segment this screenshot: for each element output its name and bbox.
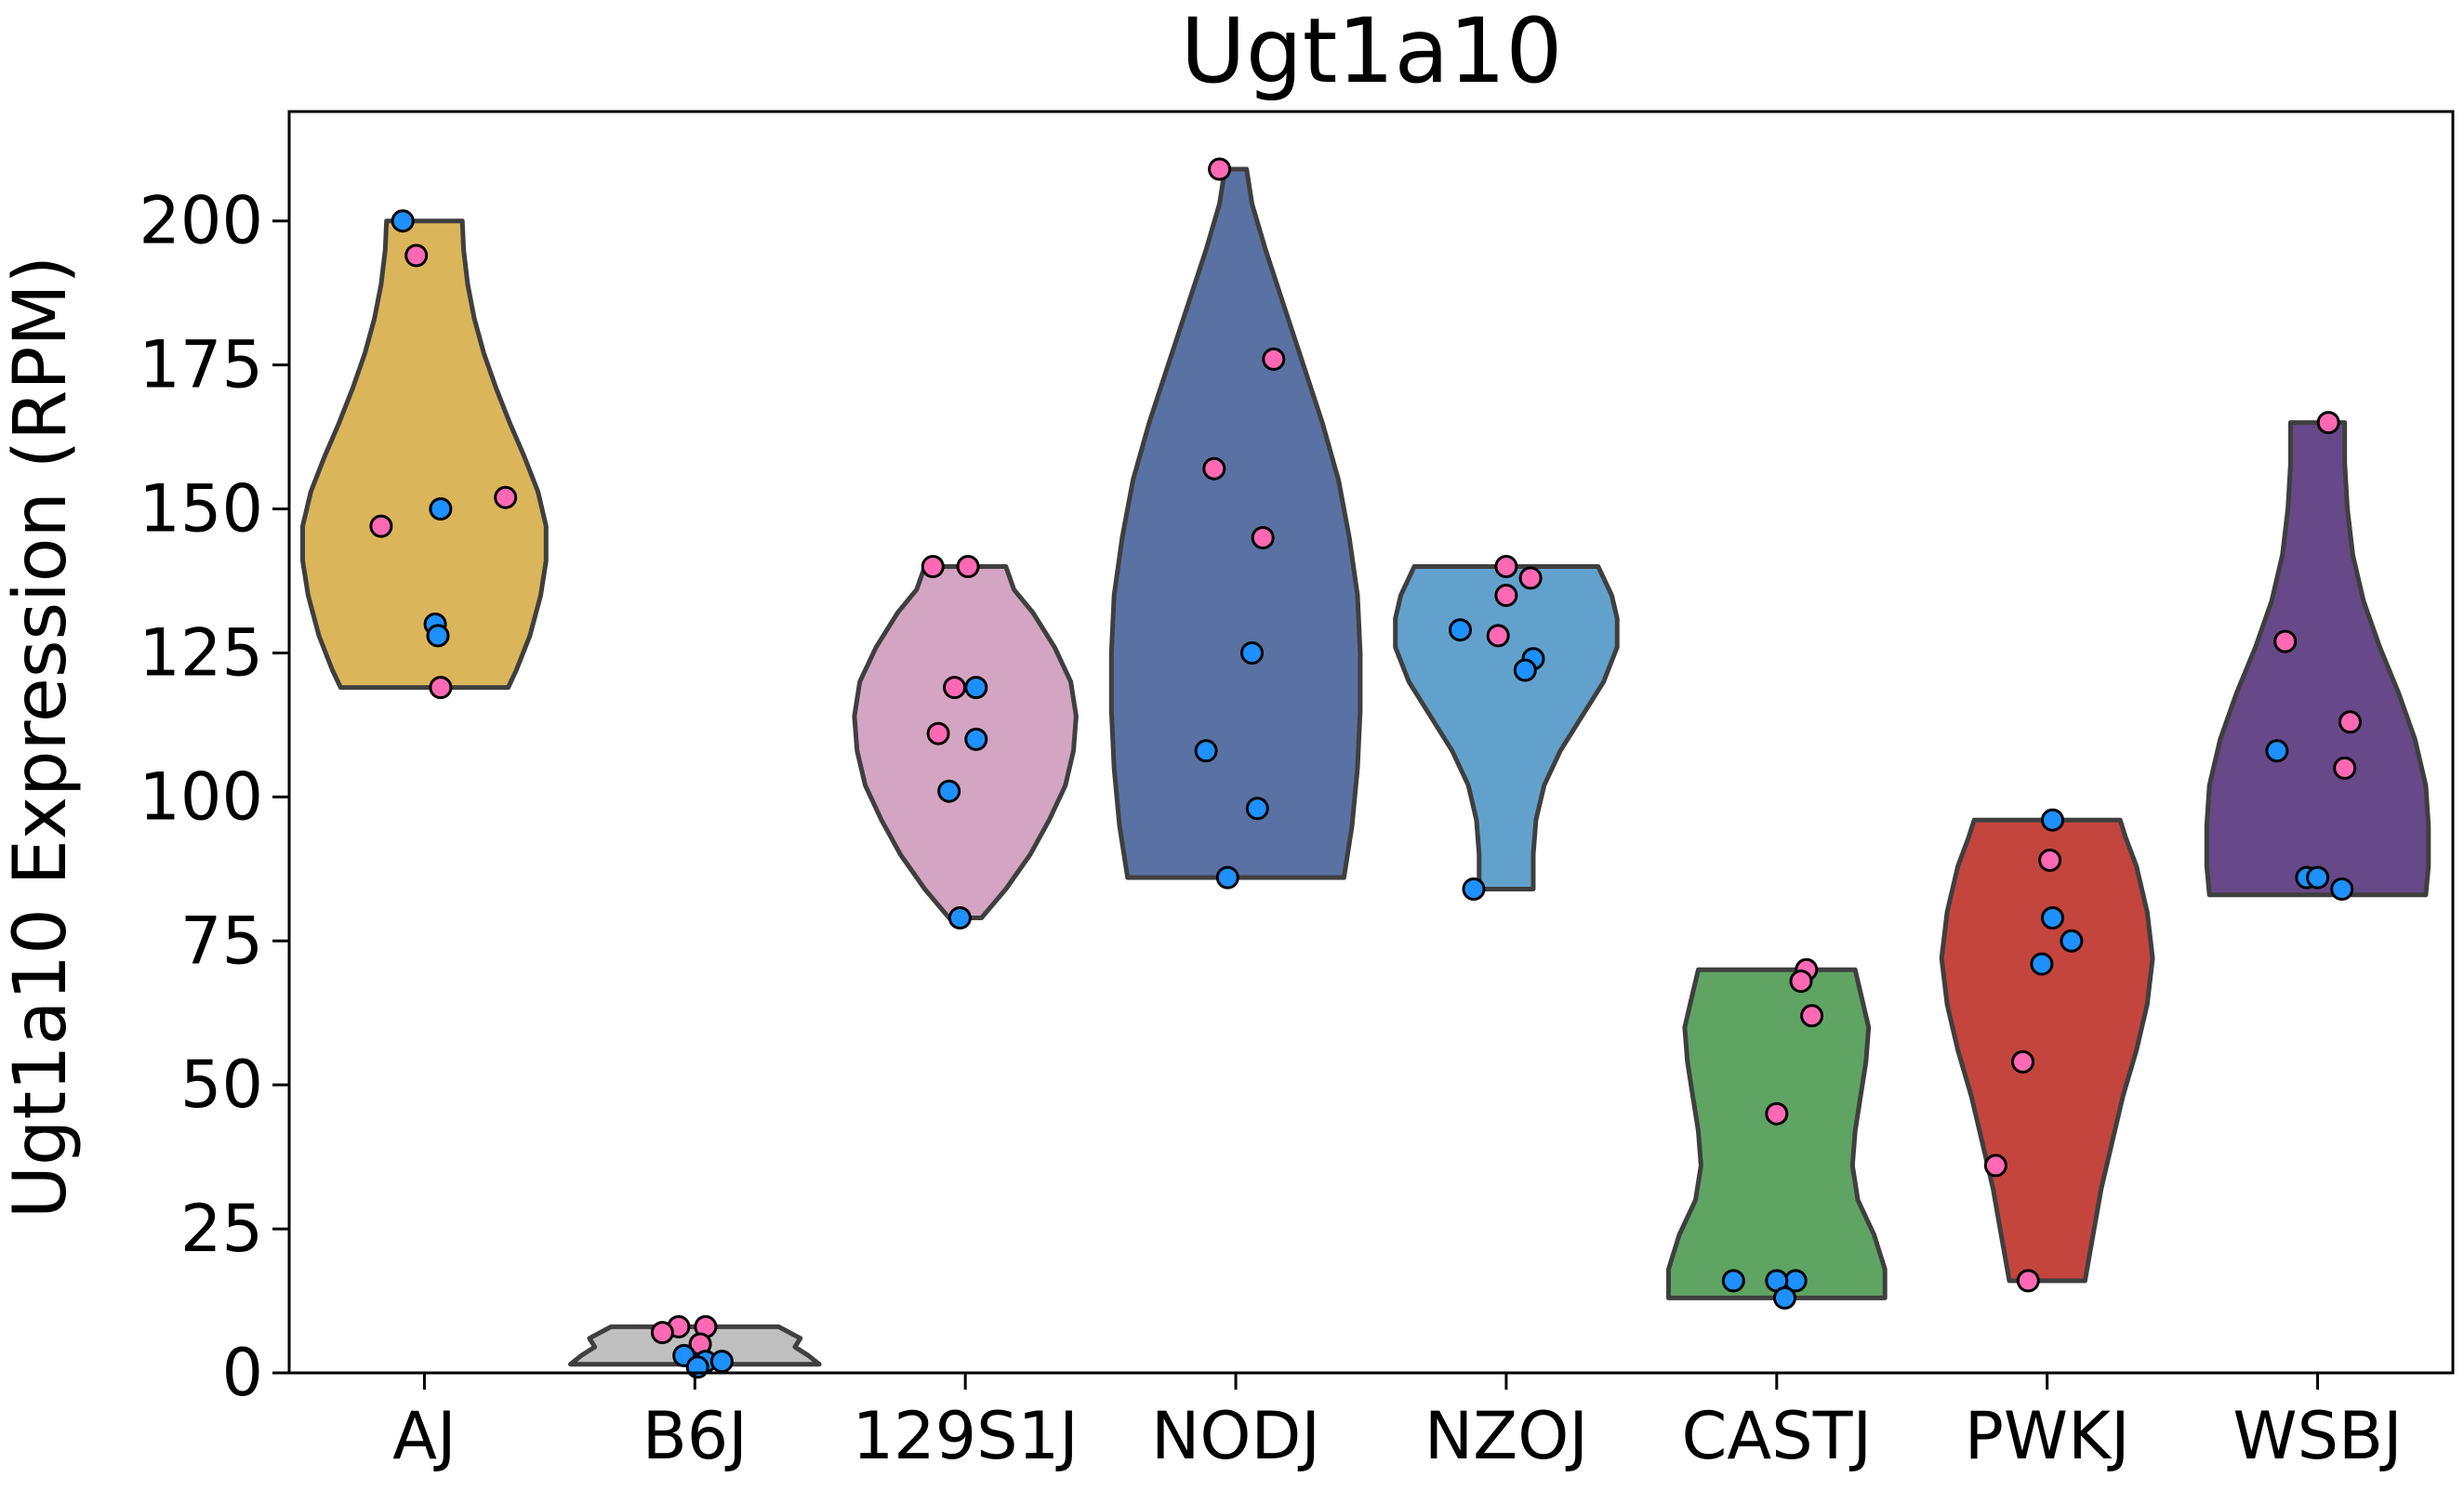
data-point-NODJ <box>1194 739 1218 763</box>
data-point-WSBJ <box>2330 877 2354 901</box>
violin-NZOJ <box>1393 564 1620 891</box>
x-axis: AJ B6J 129S1J NODJ NZOJ CASTJ PWKJ WSBJ <box>392 1373 2403 1474</box>
violin-NODJ <box>1108 166 1363 880</box>
data-point-AJ <box>429 497 453 521</box>
data-point-NZOJ <box>1462 877 1486 901</box>
y-tick-label: 0 <box>221 1335 263 1411</box>
violin-AJ <box>300 218 549 691</box>
data-point-NZOJ <box>1494 584 1518 607</box>
x-tick-label: CASTJ <box>1682 1398 1873 1474</box>
data-point-CASTJ <box>1789 969 1813 994</box>
data-point-NODJ <box>1245 797 1269 821</box>
data-point-WSBJ <box>2316 411 2340 435</box>
data-point-NZOJ <box>1449 618 1472 642</box>
y-tick-label: 100 <box>139 758 263 835</box>
data-point-PWKJ <box>2038 849 2062 872</box>
y-tick-label: 150 <box>139 471 263 547</box>
data-point-129S1J <box>926 721 950 745</box>
data-point-WSBJ <box>2265 739 2289 763</box>
data-point-AJ <box>426 624 450 648</box>
data-point-NODJ <box>1215 865 1239 890</box>
data-point-129S1J <box>943 676 967 700</box>
y-tick-label: 175 <box>139 327 263 403</box>
data-point-129S1J <box>964 727 988 751</box>
data-point-PWKJ <box>2011 1049 2034 1074</box>
y-axis-label: Ugt1a10 Expression (RPM) <box>0 256 83 1219</box>
data-point-B6J <box>650 1321 674 1345</box>
x-tick-label: AJ <box>392 1398 457 1474</box>
data-point-NODJ <box>1208 157 1232 181</box>
y-tick-label: 75 <box>180 903 263 979</box>
data-point-CASTJ <box>1765 1101 1789 1126</box>
chart-title: Ugt1a10 <box>1181 0 1563 103</box>
data-point-AJ <box>391 209 415 233</box>
y-tick-label: 125 <box>139 614 263 691</box>
data-point-NZOJ <box>1486 624 1510 648</box>
x-tick-label: PWKJ <box>1965 1398 2130 1474</box>
data-point-NODJ <box>1251 526 1275 549</box>
data-point-129S1J <box>937 779 961 803</box>
x-tick-label: NODJ <box>1151 1398 1320 1474</box>
data-point-PWKJ <box>2016 1269 2040 1293</box>
plot-frame <box>287 110 2455 1375</box>
violin-CASTJ <box>1666 967 1888 1300</box>
data-point-PWKJ <box>2041 906 2064 930</box>
data-point-129S1J <box>947 906 972 930</box>
data-point-NZOJ <box>1494 555 1518 578</box>
data-point-WSBJ <box>2273 629 2298 653</box>
data-point-NODJ <box>1240 641 1264 665</box>
x-tick-label: B6J <box>642 1398 748 1474</box>
data-point-CASTJ <box>1800 1004 1824 1028</box>
data-point-WSBJ <box>2338 710 2362 734</box>
data-point-NZOJ <box>1513 658 1537 682</box>
y-tick-label: 25 <box>180 1191 263 1267</box>
data-point-WSBJ <box>2333 756 2357 780</box>
plot-area <box>300 157 2431 1379</box>
data-point-WSBJ <box>2306 865 2330 890</box>
data-point-PWKJ <box>2030 952 2054 976</box>
data-point-129S1J <box>956 555 980 578</box>
x-tick-label: NZOJ <box>1424 1398 1588 1474</box>
data-point-NZOJ <box>1518 566 1543 590</box>
y-axis: 0 25 50 75 100 125 150 175 200 <box>139 183 289 1411</box>
data-point-AJ <box>494 485 518 509</box>
data-point-AJ <box>429 676 453 700</box>
x-tick-label: WSBJ <box>2232 1398 2402 1474</box>
data-point-AJ <box>369 514 393 538</box>
violin-WSBJ <box>2204 420 2431 898</box>
data-point-AJ <box>404 244 429 268</box>
data-point-PWKJ <box>2060 929 2084 953</box>
data-point-129S1J <box>964 676 988 700</box>
data-point-NODJ <box>1262 347 1286 371</box>
y-tick-label: 200 <box>139 183 263 259</box>
x-tick-label: 129S1J <box>853 1398 1079 1474</box>
data-point-129S1J <box>921 555 945 578</box>
data-point-CASTJ <box>1721 1269 1745 1293</box>
data-point-PWKJ <box>2041 808 2064 832</box>
data-point-CASTJ <box>1773 1286 1796 1310</box>
y-tick-label: 50 <box>180 1047 263 1123</box>
violin-PWKJ <box>1939 817 2155 1284</box>
data-point-B6J <box>709 1350 734 1374</box>
data-point-NODJ <box>1202 456 1226 481</box>
data-point-PWKJ <box>1983 1154 2007 1178</box>
